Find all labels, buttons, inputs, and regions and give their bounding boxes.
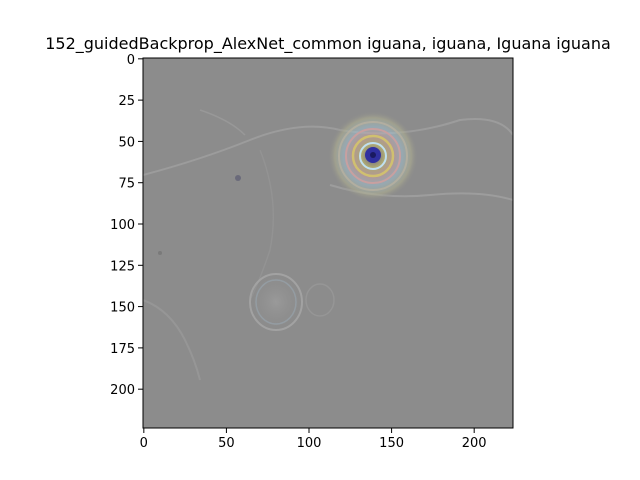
image-background [143, 58, 513, 428]
x-axis: 0 50 100 150 200 [140, 428, 487, 451]
y-tick-label: 50 [118, 135, 135, 150]
y-tick-label: 25 [118, 94, 135, 109]
y-axis: 0 25 50 75 100 125 150 175 200 [110, 53, 143, 398]
y-tick-label: 200 [110, 383, 135, 398]
y-tick-label: 75 [118, 177, 135, 192]
x-tick-label: 0 [140, 436, 148, 451]
x-tick-label: 100 [297, 436, 322, 451]
y-tick-label: 100 [110, 218, 135, 233]
y-tick-label: 125 [110, 259, 135, 274]
image-frame [142, 57, 514, 429]
y-tick-label: 150 [110, 301, 135, 316]
y-tick-label: 0 [127, 53, 135, 68]
x-tick-label: 50 [218, 436, 235, 451]
saliency-image [143, 58, 513, 428]
x-tick-label: 150 [379, 436, 404, 451]
y-tick-label: 175 [110, 342, 135, 357]
x-tick-label: 200 [462, 436, 487, 451]
figure-title: 152_guidedBackprop_AlexNet_common iguana… [45, 34, 611, 54]
